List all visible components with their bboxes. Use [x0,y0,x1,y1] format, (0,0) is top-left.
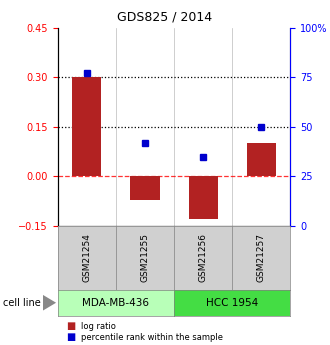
Text: GDS825 / 2014: GDS825 / 2014 [117,10,213,23]
Bar [189,176,218,219]
Text: HCC 1954: HCC 1954 [206,298,258,308]
Text: GSM21256: GSM21256 [199,233,208,283]
Text: MDA-MB-436: MDA-MB-436 [82,298,149,308]
Text: GSM21255: GSM21255 [141,233,149,283]
Text: ■: ■ [66,333,75,342]
Bar [247,143,276,176]
Text: log ratio: log ratio [81,322,116,331]
Bar [130,176,159,200]
Bar [72,77,101,176]
Text: cell line: cell line [3,298,41,308]
Text: ■: ■ [66,321,75,331]
Polygon shape [43,295,56,310]
Text: GSM21257: GSM21257 [257,233,266,283]
Text: percentile rank within the sample: percentile rank within the sample [81,333,223,342]
Text: GSM21254: GSM21254 [82,234,91,282]
